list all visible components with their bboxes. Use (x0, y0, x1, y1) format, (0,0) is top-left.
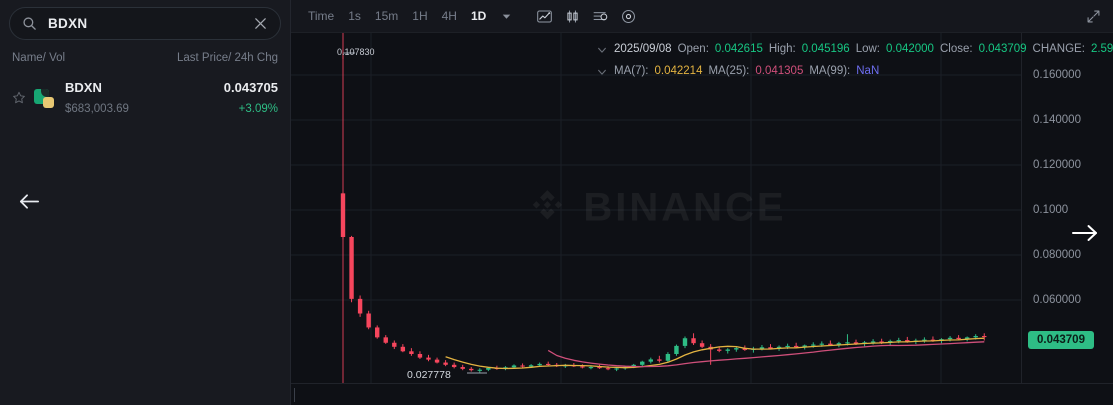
chevron-down-icon[interactable] (597, 67, 607, 77)
legend-change-value: 2.59% (1090, 43, 1113, 55)
chart-panel: Time 1s 15m 1H 4H 1D (290, 0, 1113, 405)
chart-settings-icon[interactable] (614, 8, 642, 25)
legend-ma99-value: NaN (856, 65, 880, 77)
legend-ma-row: MA(7): 0.042214 MA(25): 0.041305 MA(99):… (597, 63, 1113, 80)
period-high-label: 0.107830 (337, 47, 375, 57)
axis-tick: 0.1000 (1033, 204, 1069, 216)
search-box[interactable]: BDXN (9, 7, 281, 40)
period-low-label: 0.027778 (407, 369, 451, 381)
toolbar-time-label[interactable]: Time (308, 8, 335, 23)
legend-ma99-key: MA(99): (809, 65, 851, 77)
search-icon (22, 16, 37, 31)
list-item[interactable]: BDXN $683,003.69 0.043705 +3.09% (0, 76, 290, 120)
list-header: Name/ Vol Last Price/ 24h Chg (12, 52, 278, 64)
coin-last-price: 0.043705 (223, 80, 278, 95)
chart-plot-area[interactable]: BINANCE 0.107830 0.027778 (291, 33, 1021, 383)
chevron-down-icon[interactable] (597, 45, 607, 55)
candlestick-icon[interactable] (558, 8, 586, 25)
expand-icon[interactable] (1086, 9, 1101, 24)
chart-legend: 2025/09/08 Open: 0.042615 High: 0.045196… (597, 41, 1113, 80)
line-chart-icon[interactable] (530, 8, 558, 25)
legend-high-value: 0.045196 (801, 43, 850, 55)
tab-interval-1s[interactable]: 1s (348, 8, 361, 23)
legend-ma25-value: 0.041305 (755, 65, 804, 77)
arrow-right-icon[interactable] (1070, 222, 1100, 244)
tab-interval-4h[interactable]: 4H (441, 8, 457, 23)
scroll-handle[interactable] (294, 388, 295, 402)
coin-volume: $683,003.69 (65, 103, 129, 115)
arrow-left-icon (19, 193, 39, 209)
axis-tick: 0.160000 (1033, 69, 1081, 81)
price-axis[interactable]: 0.160000 0.140000 0.120000 0.1000 0.0800… (1021, 33, 1113, 383)
coin-change-pct: +3.09% (238, 103, 278, 115)
search-input[interactable]: BDXN (48, 16, 88, 31)
legend-open-key: Open: (677, 43, 709, 55)
indicators-icon[interactable] (586, 8, 614, 25)
legend-close-value: 0.043709 (978, 43, 1027, 55)
column-header-name-vol: Name/ Vol (12, 52, 66, 64)
legend-change-key: CHANGE: (1032, 43, 1085, 55)
tab-interval-1h[interactable]: 1H (412, 8, 428, 23)
tab-interval-15m[interactable]: 15m (374, 8, 399, 23)
back-button[interactable] (12, 184, 46, 218)
axis-tick: 0.080000 (1033, 249, 1081, 261)
legend-low-value: 0.042000 (885, 43, 934, 55)
coin-logo-icon (34, 87, 56, 109)
legend-date: 2025/09/08 (614, 43, 672, 55)
column-header-price-chg: Last Price/ 24h Chg (176, 52, 278, 64)
axis-tick: 0.140000 (1033, 114, 1081, 126)
legend-open-value: 0.042615 (714, 43, 763, 55)
legend-ma7-value: 0.042214 (654, 65, 703, 77)
star-icon[interactable] (12, 91, 26, 105)
coin-list-panel: BDXN Name/ Vol Last Price/ 24h Chg BDXN … (0, 0, 290, 405)
legend-ma7-key: MA(7): (614, 65, 649, 77)
tab-interval-1d[interactable]: 1D (470, 8, 487, 23)
coin-symbol: BDXN (65, 80, 102, 95)
axis-tick: 0.060000 (1033, 294, 1081, 306)
list-item-right: 0.043705 +3.09% (224, 78, 278, 118)
list-item-main: BDXN $683,003.69 (65, 78, 224, 118)
last-price-badge: 0.043709 (1028, 331, 1094, 349)
chevron-down-icon[interactable] (493, 12, 520, 21)
legend-ohlc-row: 2025/09/08 Open: 0.042615 High: 0.045196… (597, 41, 1113, 58)
time-axis[interactable] (291, 383, 1113, 405)
chart-toolbar: Time 1s 15m 1H 4H 1D (291, 0, 1113, 33)
candlestick-canvas[interactable] (291, 33, 1021, 383)
legend-ma25-key: MA(25): (708, 65, 750, 77)
legend-low-key: Low: (855, 43, 880, 55)
axis-tick: 0.120000 (1033, 159, 1081, 171)
legend-high-key: High: (768, 43, 796, 55)
legend-close-key: Close: (939, 43, 973, 55)
close-icon[interactable] (253, 16, 268, 31)
